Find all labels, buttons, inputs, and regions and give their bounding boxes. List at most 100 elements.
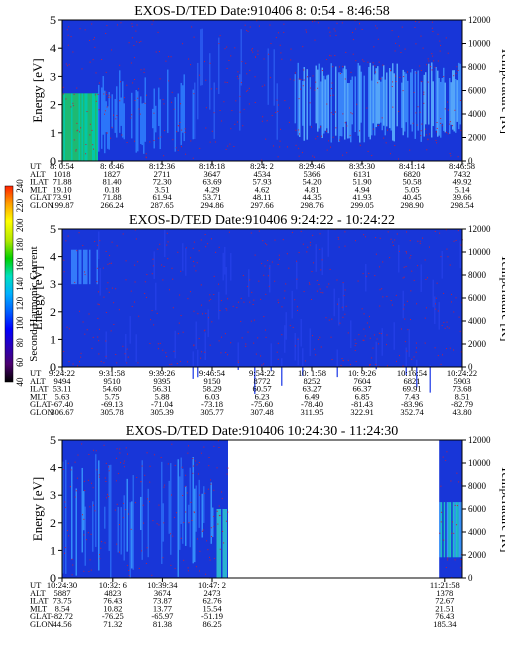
spectrogram-speckle bbox=[223, 101, 225, 103]
spectrogram-stripe bbox=[333, 288, 335, 317]
spectrogram-stripe bbox=[342, 68, 344, 128]
spectrogram-speckle bbox=[368, 326, 370, 328]
spectrogram-speckle bbox=[151, 574, 153, 576]
spectrogram-speckle bbox=[260, 355, 262, 357]
ephemeris-cell: 21.51 bbox=[435, 603, 454, 613]
spectrogram-stripe bbox=[218, 291, 220, 320]
spectrogram-speckle bbox=[219, 515, 221, 517]
spectrogram-speckle bbox=[421, 81, 423, 83]
spectrogram-stripe bbox=[450, 82, 452, 125]
spectrogram-speckle bbox=[64, 552, 66, 554]
colorbar-gradient bbox=[4, 185, 14, 383]
spectrogram-speckle bbox=[126, 453, 128, 455]
ephemeris-cell: 81.40 bbox=[102, 177, 121, 187]
spectrogram-speckle bbox=[187, 567, 189, 569]
spectrogram-stripe bbox=[294, 74, 296, 124]
spectrogram-speckle bbox=[190, 501, 192, 503]
spectrogram-stripe bbox=[92, 93, 94, 161]
spectrogram-speckle bbox=[459, 567, 461, 569]
ephemeris-cell: 8:12:36 bbox=[149, 161, 175, 171]
spectrogram-speckle bbox=[119, 100, 121, 102]
spectrogram-stripe bbox=[417, 70, 419, 131]
spectrogram-stripe bbox=[306, 69, 308, 140]
spectrogram-speckle bbox=[201, 351, 203, 353]
spectrogram-speckle bbox=[198, 250, 200, 252]
spectrogram-speckle bbox=[112, 114, 114, 116]
spectrogram-speckle bbox=[210, 536, 212, 538]
spectrogram-speckle bbox=[104, 113, 106, 115]
spectrogram-speckle bbox=[106, 94, 108, 96]
spectrogram-speckle bbox=[331, 318, 333, 320]
spectrogram-speckle bbox=[359, 130, 361, 132]
spectrogram-speckle bbox=[403, 266, 405, 268]
spectrogram-speckle bbox=[308, 282, 310, 284]
spectrogram-speckle bbox=[250, 49, 252, 51]
spectrogram-speckle bbox=[138, 41, 140, 43]
spectrogram-speckle bbox=[426, 277, 428, 279]
ephemeris-row-label: ILAT bbox=[30, 384, 49, 394]
spectrogram-speckle bbox=[314, 39, 316, 41]
ephemeris-cell: 2473 bbox=[204, 588, 221, 598]
spectrogram-speckle bbox=[94, 240, 96, 242]
y-tick-label: 3 bbox=[50, 277, 56, 291]
spectrogram-speckle bbox=[99, 328, 101, 330]
spectrogram-speckle bbox=[93, 39, 95, 41]
spectrogram-stripe bbox=[131, 92, 133, 139]
spectrogram-speckle bbox=[216, 510, 218, 512]
spectrogram-stripe bbox=[84, 93, 86, 161]
spectrogram-speckle bbox=[289, 78, 291, 80]
spectrogram-speckle bbox=[177, 149, 179, 151]
spectrogram-speckle bbox=[109, 96, 111, 98]
spectrogram-speckle bbox=[288, 121, 290, 123]
spectrogram-speckle bbox=[226, 473, 228, 475]
spectrogram-speckle bbox=[352, 39, 354, 41]
colorbar-tick-label: 80 bbox=[15, 338, 25, 348]
spectrogram-speckle bbox=[107, 282, 109, 284]
ephemeris-row-label: ILAT bbox=[30, 596, 49, 606]
spectrogram-stripe bbox=[78, 93, 80, 161]
spectrogram-speckle bbox=[350, 112, 352, 114]
spectrogram-speckle bbox=[79, 361, 81, 363]
spectrogram-speckle bbox=[344, 313, 346, 315]
ephemeris-row-label: GLAT bbox=[30, 192, 53, 202]
spectrogram-speckle bbox=[161, 264, 163, 266]
spectrogram-speckle bbox=[311, 271, 313, 273]
spectrogram-speckle bbox=[251, 48, 253, 50]
spectrogram-stripe bbox=[65, 93, 67, 161]
spectrogram-speckle bbox=[446, 248, 448, 250]
spectrogram-speckle bbox=[106, 497, 108, 499]
spectrogram-speckle bbox=[84, 29, 86, 31]
ephemeris-cell: 6820 bbox=[404, 169, 421, 179]
spectrogram-speckle bbox=[319, 248, 321, 250]
ephemeris-cell: 9:39:26 bbox=[149, 368, 175, 378]
y2-tick-label: 8000 bbox=[468, 62, 487, 72]
spectrogram-stripe bbox=[438, 302, 440, 330]
spectrogram-stripe bbox=[359, 65, 361, 143]
spectrogram-speckle bbox=[342, 65, 344, 67]
spectrogram-stripe bbox=[402, 69, 404, 136]
ephemeris-cell: 294.86 bbox=[200, 200, 223, 210]
spectrogram-speckle bbox=[66, 326, 68, 328]
spectrogram-speckle bbox=[105, 311, 107, 313]
spectrogram-speckle bbox=[349, 135, 351, 137]
spectrogram-speckle bbox=[312, 234, 314, 236]
y-tick-label: 0 bbox=[50, 360, 56, 374]
ephemeris-cell: 39.66 bbox=[452, 192, 471, 202]
y2-tick-label: 2000 bbox=[468, 339, 487, 349]
spectrogram-speckle bbox=[331, 88, 333, 90]
spectrogram-speckle bbox=[119, 448, 121, 450]
ephemeris-cell: 13.77 bbox=[153, 603, 172, 613]
spectrogram-speckle bbox=[213, 275, 215, 277]
spectrogram-speckle bbox=[372, 347, 374, 349]
spectrogram-speckle bbox=[449, 153, 451, 155]
spectrogram-stripe bbox=[444, 82, 446, 133]
spectrogram-speckle bbox=[289, 325, 291, 327]
ephemeris-cell: 48.11 bbox=[253, 192, 272, 202]
spectrogram-speckle bbox=[227, 298, 229, 300]
spectrogram-speckle bbox=[250, 232, 252, 234]
spectrogram-data-region bbox=[62, 440, 228, 578]
spectrogram-stripe bbox=[222, 509, 224, 578]
spectrogram-speckle bbox=[458, 481, 460, 483]
spectrogram-stripe bbox=[194, 488, 196, 563]
spectrogram-speckle bbox=[451, 532, 453, 534]
